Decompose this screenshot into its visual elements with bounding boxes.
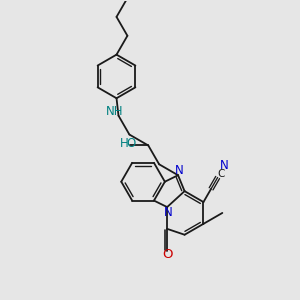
Text: H: H [119, 137, 128, 150]
Text: N: N [220, 159, 229, 172]
Text: O: O [162, 248, 172, 261]
Text: C: C [217, 169, 224, 178]
Text: N: N [164, 206, 172, 218]
Text: NH: NH [106, 105, 123, 118]
Text: O: O [126, 137, 135, 150]
Text: N: N [175, 164, 183, 177]
